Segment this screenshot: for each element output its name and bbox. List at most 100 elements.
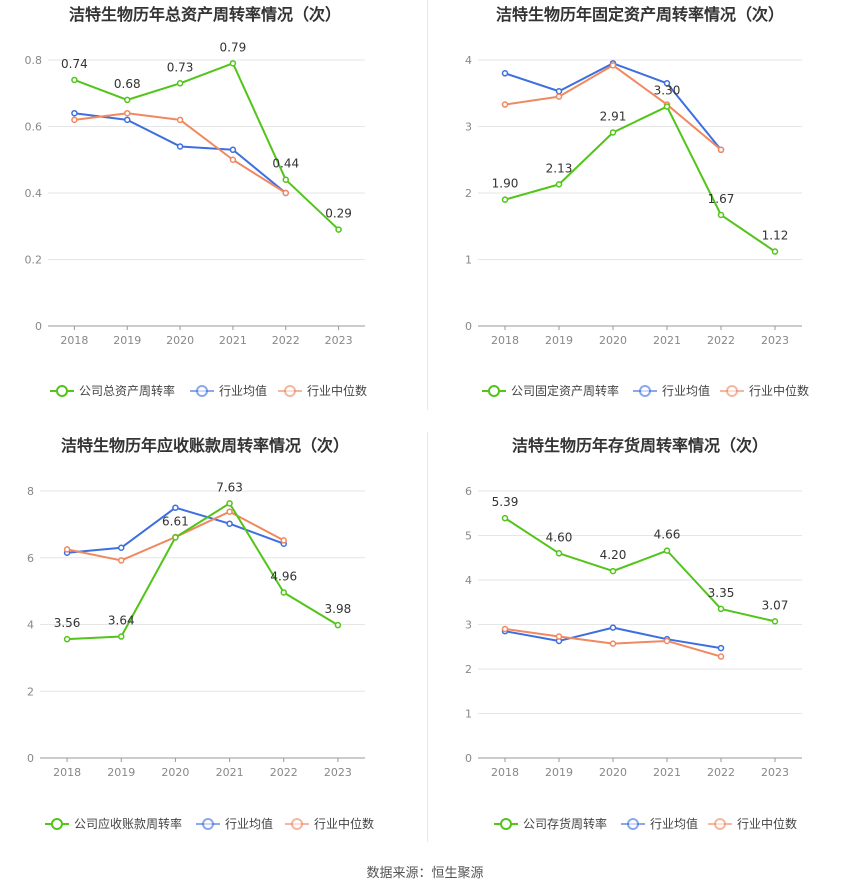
- data-point-median-3: [663, 637, 671, 645]
- legend-label-avg-1: 行业均值: [662, 383, 710, 398]
- data-point-median-1: [555, 93, 563, 100]
- y-tick-label-3: 0: [465, 752, 472, 765]
- data-label-0: 0.74: [61, 57, 88, 71]
- data-point-median-0: [282, 189, 289, 197]
- y-tick-label-2: 2: [27, 685, 34, 698]
- data-point-company-0: [229, 60, 237, 67]
- data-point-company-1: [501, 196, 509, 203]
- y-tick-label-3: 1: [465, 708, 472, 721]
- x-tick-label-3: 2020: [599, 766, 627, 779]
- data-label-2: 4.96: [270, 569, 297, 583]
- legend-label-median-3: 行业中位数: [737, 816, 797, 831]
- data-label-1: 1.90: [492, 177, 519, 191]
- y-tick-label-2: 8: [27, 485, 34, 498]
- series-line-company-0: [74, 62, 340, 231]
- series-line-company-2: [67, 502, 339, 641]
- data-point-company-3: [555, 550, 563, 557]
- data-label-3: 3.07: [762, 598, 789, 612]
- y-tick-label-3: 6: [465, 485, 472, 498]
- data-label-0: 0.79: [220, 40, 247, 54]
- data-label-1: 1.67: [708, 192, 735, 206]
- y-tick-label-1: 1: [465, 254, 472, 267]
- data-point-company-2: [226, 500, 233, 507]
- data-label-2: 3.64: [108, 614, 135, 628]
- data-label-2: 6.61: [162, 514, 189, 528]
- data-point-company-2: [280, 589, 287, 596]
- data-point-company-3: [501, 514, 509, 522]
- x-tick-label-2: 2020: [161, 766, 189, 779]
- x-tick-label-0: 2018: [60, 334, 88, 347]
- legend-label-median-2: 行业中位数: [314, 816, 374, 831]
- data-label-3: 5.39: [492, 495, 519, 509]
- legend-label-company-1: 公司固定资产周转率: [511, 383, 619, 398]
- data-point-avg-0: [229, 146, 237, 154]
- data-label-1: 2.91: [600, 109, 627, 123]
- data-point-company-2: [334, 621, 342, 629]
- data-point-avg-3: [609, 624, 617, 631]
- legend-marker-avg-3: [627, 818, 639, 830]
- legend-marker-avg-0: [196, 385, 208, 397]
- data-point-company-3: [717, 605, 725, 613]
- data-label-0: 0.29: [325, 207, 352, 221]
- data-point-company-3: [771, 618, 779, 625]
- legend-label-avg-3: 行业均值: [650, 816, 698, 831]
- data-label-1: 3.30: [654, 84, 681, 98]
- data-point-median-1: [609, 62, 617, 69]
- legend-label-avg-0: 行业均值: [219, 383, 267, 398]
- panel-divider-top: [427, 0, 428, 410]
- legend-label-company-2: 公司应收账款周转率: [74, 816, 182, 831]
- data-label-0: 0.73: [167, 60, 194, 74]
- data-point-company-3: [663, 547, 671, 554]
- data-point-company-1: [717, 211, 725, 219]
- data-point-company-0: [124, 96, 131, 104]
- data-point-avg-0: [124, 116, 131, 124]
- data-point-median-0: [229, 156, 237, 163]
- data-point-avg-1: [501, 70, 509, 77]
- data-label-3: 4.66: [654, 528, 681, 542]
- data-point-median-1: [501, 101, 509, 108]
- data-point-avg-2: [172, 504, 179, 511]
- data-point-median-0: [124, 109, 131, 117]
- y-tick-label-0: 0.4: [25, 187, 43, 200]
- chart-title-0: 洁特生物历年总资产周转率情况（次）: [69, 5, 341, 24]
- data-point-avg-3: [717, 644, 725, 652]
- x-tick-label-2: 2022: [270, 766, 298, 779]
- y-tick-label-1: 0: [465, 320, 472, 333]
- x-tick-label-1: 2023: [761, 334, 789, 347]
- series-line-median-0: [74, 112, 287, 194]
- data-point-median-3: [501, 625, 509, 633]
- data-point-avg-2: [226, 520, 233, 527]
- data-point-avg-0: [176, 143, 184, 150]
- x-tick-label-0: 2020: [166, 334, 194, 347]
- legend-marker-avg-2: [202, 818, 214, 830]
- data-point-company-2: [172, 534, 179, 541]
- series-line-avg-0: [74, 112, 287, 194]
- data-point-median-2: [63, 546, 71, 553]
- x-tick-label-1: 2020: [599, 334, 627, 347]
- data-point-company-2: [118, 633, 125, 640]
- x-tick-label-0: 2021: [219, 334, 247, 347]
- x-tick-label-2: 2019: [107, 766, 135, 779]
- y-tick-label-2: 6: [27, 552, 34, 565]
- data-label-2: 7.63: [216, 480, 243, 494]
- legend-marker-company-3: [500, 818, 512, 830]
- data-point-company-2: [63, 635, 71, 643]
- chart-title-1: 洁特生物历年固定资产周转率情况（次）: [496, 5, 784, 24]
- x-tick-label-1: 2018: [491, 334, 519, 347]
- y-tick-label-2: 0: [27, 752, 34, 765]
- data-point-avg-0: [71, 109, 78, 117]
- y-tick-label-3: 2: [465, 663, 472, 676]
- y-tick-label-0: 0.6: [25, 121, 43, 134]
- data-label-2: 3.56: [54, 616, 81, 630]
- legend-marker-median-2: [291, 818, 303, 830]
- y-tick-label-1: 4: [465, 54, 472, 67]
- series-line-company-1: [504, 105, 776, 253]
- data-point-median-0: [176, 116, 184, 124]
- data-point-company-1: [771, 248, 779, 255]
- data-point-company-0: [282, 176, 289, 183]
- data-point-company-1: [609, 129, 617, 136]
- legend-marker-company-0: [56, 385, 68, 397]
- legend-label-median-0: 行业中位数: [307, 383, 367, 398]
- x-tick-label-0: 2023: [325, 334, 353, 347]
